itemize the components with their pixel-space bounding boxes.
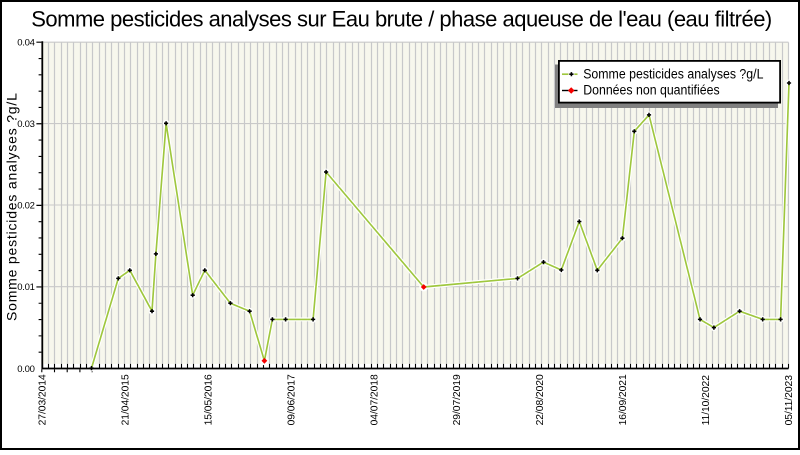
svg-text:0.03: 0.03: [17, 119, 34, 130]
svg-text:09/06/2017: 09/06/2017: [286, 374, 297, 425]
svg-text:21/04/2015: 21/04/2015: [120, 374, 131, 425]
svg-text:27/03/2014: 27/03/2014: [37, 374, 48, 425]
svg-text:16/09/2021: 16/09/2021: [618, 374, 629, 425]
svg-text:05/11/2023: 05/11/2023: [784, 375, 795, 426]
svg-text:29/07/2019: 29/07/2019: [452, 374, 463, 425]
svg-text:0.00: 0.00: [17, 364, 34, 375]
svg-text:11/10/2022: 11/10/2022: [701, 375, 712, 426]
svg-text:Données non quantifiées: Données non quantifiées: [583, 82, 720, 98]
svg-text:Somme pesticides analyses ?g/L: Somme pesticides analyses ?g/L: [583, 66, 763, 82]
svg-text:0.02: 0.02: [17, 201, 34, 212]
svg-text:Somme pesticides analyses ?g/L: Somme pesticides analyses ?g/L: [4, 92, 20, 321]
svg-text:0.04: 0.04: [17, 38, 34, 49]
svg-text:22/08/2020: 22/08/2020: [535, 374, 546, 425]
svg-text:15/05/2016: 15/05/2016: [203, 374, 214, 425]
svg-text:0.01: 0.01: [17, 282, 34, 293]
svg-text:Somme pesticides analyses sur: Somme pesticides analyses sur Eau brute …: [31, 7, 772, 32]
svg-text:04/07/2018: 04/07/2018: [369, 374, 380, 425]
